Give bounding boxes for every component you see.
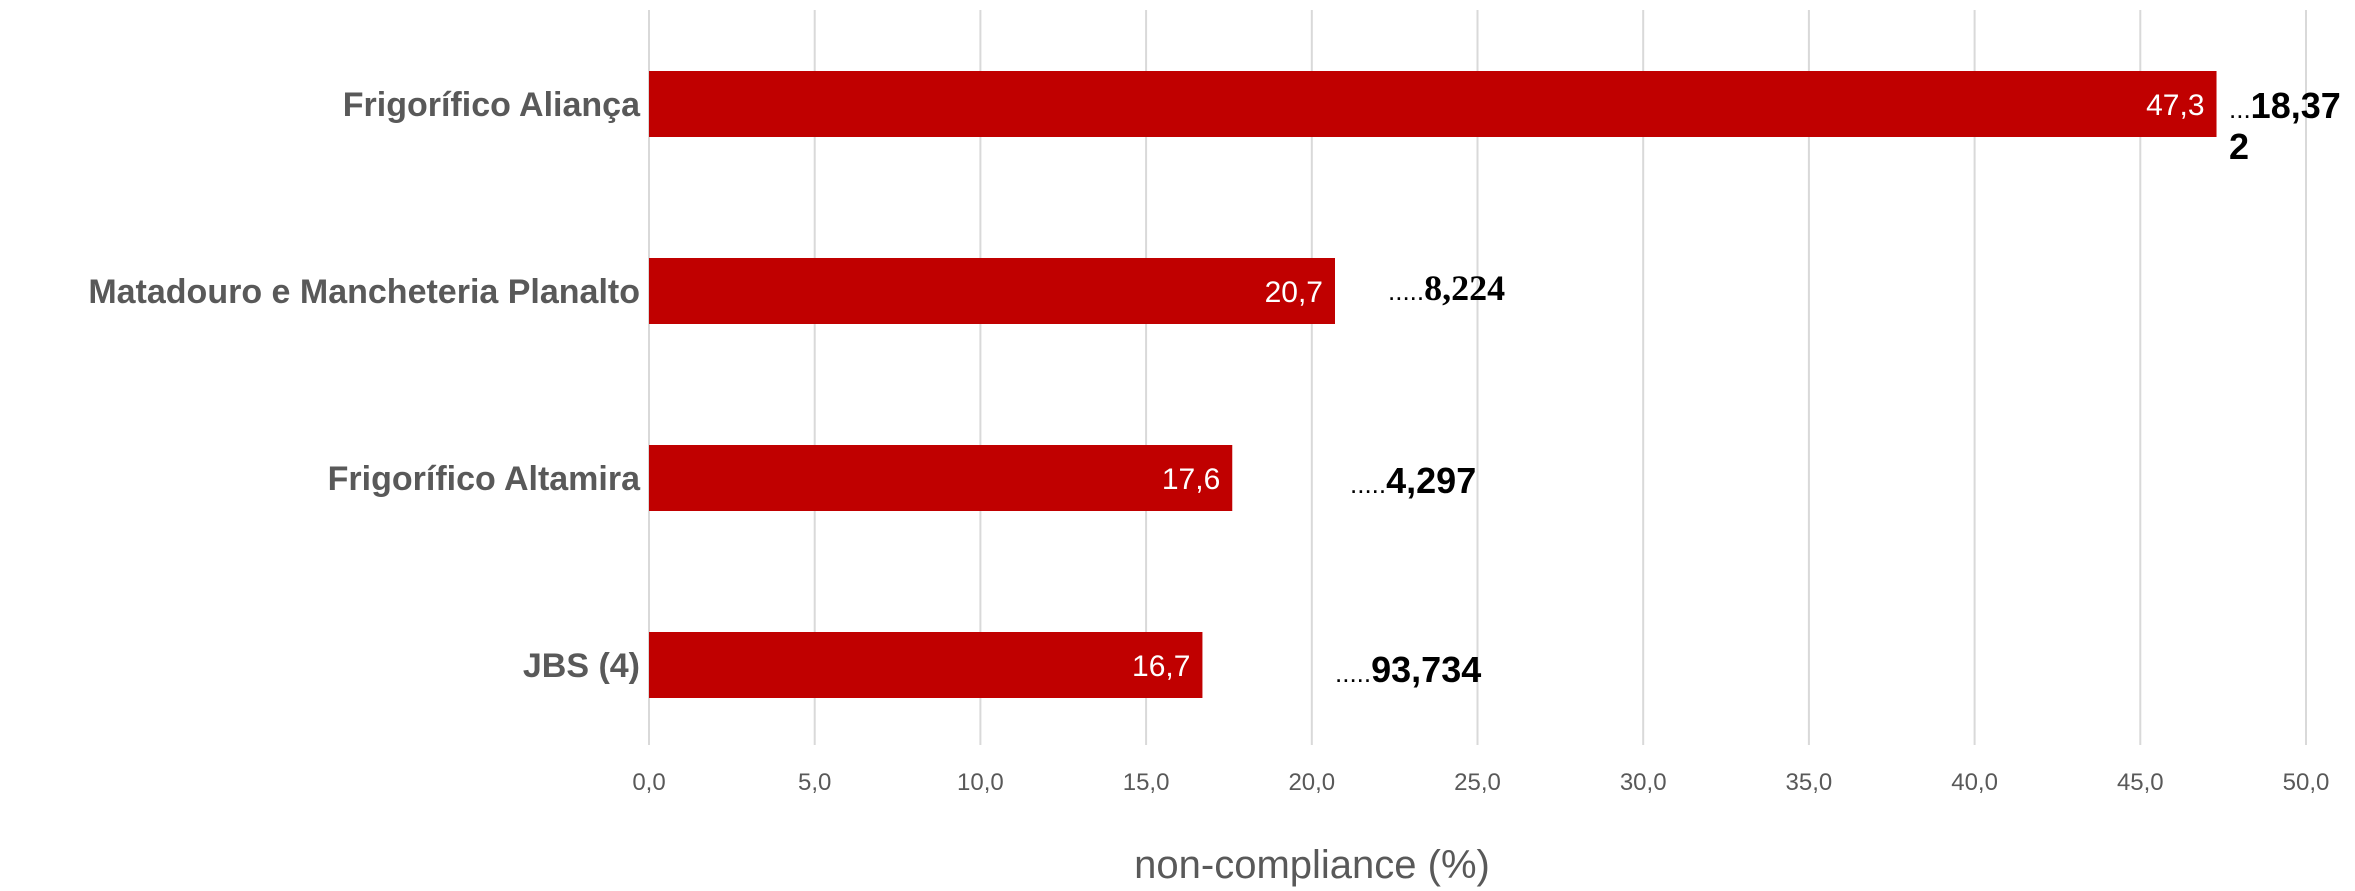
- volume-annotation: .....93,734: [1335, 649, 1481, 690]
- x-axis-title: non-compliance (%): [1134, 843, 1490, 887]
- x-tick-label: 0,0: [632, 769, 665, 796]
- bar: [649, 258, 1335, 324]
- x-tick-label: 45,0: [2117, 769, 2164, 796]
- x-tick-label: 10,0: [957, 769, 1004, 796]
- volume-annotation: .....8,224: [1388, 268, 1505, 308]
- x-tick-label: 40,0: [1951, 769, 1998, 796]
- bar: [649, 632, 1203, 698]
- bar-value-label: 17,6: [1162, 463, 1220, 496]
- category-label: JBS (4): [523, 647, 640, 685]
- volume-annotation: ...18,37: [2229, 85, 2341, 126]
- bar: [649, 445, 1233, 511]
- bar-value-label: 16,7: [1132, 650, 1190, 683]
- x-tick-label: 50,0: [2283, 769, 2330, 796]
- x-tick-label: 15,0: [1123, 769, 1170, 796]
- category-label: Frigorífico Aliança: [343, 86, 641, 124]
- volume-annotations: ...18,372 .....8,224 .....4,297 .....93,734: [1335, 85, 2341, 690]
- x-tick-label: 20,0: [1288, 769, 1335, 796]
- x-tick-label: 5,0: [798, 769, 831, 796]
- category-labels: Frigorífico Aliança Matadouro e Mancheter…: [88, 86, 641, 685]
- x-tick-label: 25,0: [1454, 769, 1501, 796]
- x-tick-label: 30,0: [1620, 769, 1667, 796]
- volume-annotation-continued: 2: [2229, 126, 2249, 167]
- x-tick-label: 35,0: [1786, 769, 1833, 796]
- category-label: Matadouro e Mancheteria Planalto: [88, 273, 640, 311]
- category-label: Frigorífico Altamira: [328, 460, 641, 498]
- bars: 47,3 20,7 17,6 16,7: [649, 71, 2217, 698]
- bar: [649, 71, 2217, 137]
- volume-annotation: .....4,297: [1350, 460, 1476, 501]
- bar-value-label: 20,7: [1265, 276, 1323, 309]
- bar-value-label: 47,3: [2146, 89, 2204, 122]
- x-tick-labels: 0,0 5,0 10,0 15,0 20,0 25,0 30,0 35,0 40,0 45,0 50…: [632, 769, 2329, 796]
